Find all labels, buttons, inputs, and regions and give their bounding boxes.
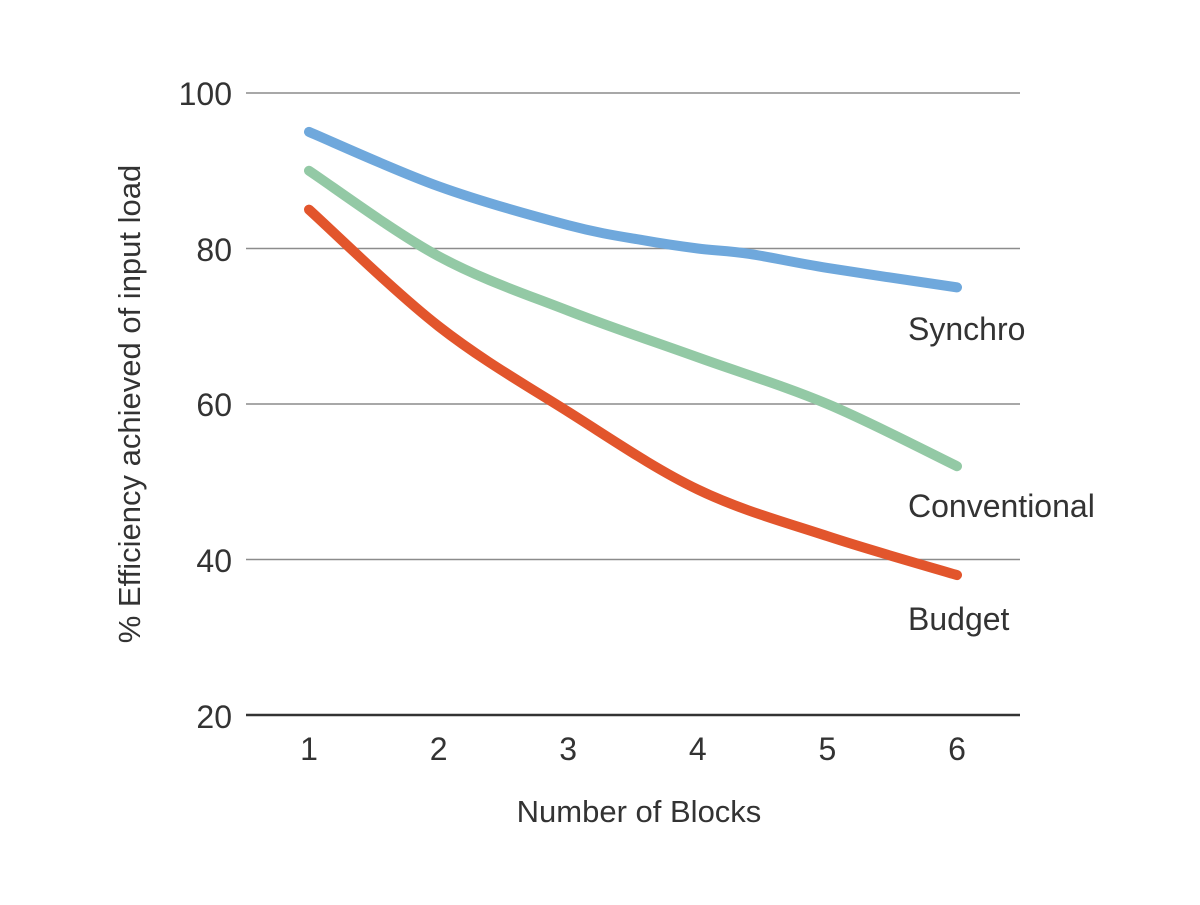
svg-text:100: 100 bbox=[179, 76, 232, 112]
svg-text:% Efficiency achieved of input: % Efficiency achieved of input load bbox=[112, 165, 147, 644]
svg-text:80: 80 bbox=[196, 232, 232, 268]
svg-text:20: 20 bbox=[196, 699, 232, 735]
svg-text:Synchro: Synchro bbox=[908, 311, 1025, 347]
svg-text:5: 5 bbox=[819, 731, 837, 767]
svg-text:40: 40 bbox=[196, 543, 232, 579]
svg-text:60: 60 bbox=[196, 387, 232, 423]
svg-text:2: 2 bbox=[430, 731, 448, 767]
svg-text:Number of Blocks: Number of Blocks bbox=[517, 794, 762, 829]
svg-text:6: 6 bbox=[948, 731, 966, 767]
svg-text:1: 1 bbox=[300, 731, 318, 767]
svg-text:Conventional: Conventional bbox=[908, 488, 1095, 524]
svg-text:Budget: Budget bbox=[908, 601, 1010, 637]
svg-text:4: 4 bbox=[689, 731, 707, 767]
svg-text:3: 3 bbox=[559, 731, 577, 767]
